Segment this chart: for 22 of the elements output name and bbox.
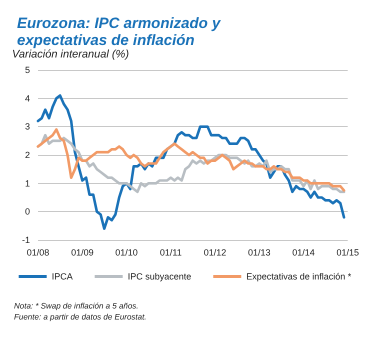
x-tick-label: 01/12 [204,248,226,258]
y-tick-label: 5 [24,65,30,75]
x-tick-label: 01/13 [248,248,271,258]
legend-label: Expectativas de inflación * [246,272,352,282]
y-tick-label: 2 [24,150,30,160]
x-tick-label: 01/10 [115,248,138,258]
y-tick-label: 1 [24,178,30,188]
chart-title: Eurozona: IPC armonizado y expectativas de inflación [17,15,225,49]
y-tick-label: 3 [24,122,30,132]
y-tick-label: 4 [24,93,30,104]
x-tick-label: 01/15 [336,248,360,258]
source-note: Fuente: a partir de datos de Eurostat. [14,312,147,322]
x-tick-label: 01/11 [160,248,182,258]
y-tick-label: 0 [24,206,30,217]
x-tick-label: 01/14 [292,248,315,258]
legend-label: IPC subyacente [128,272,192,282]
x-tick-label: 01/08 [26,248,50,258]
legend-label: IPCA [52,272,73,282]
text: Nota: * Swap de inflación a 5 años. [14,302,139,310]
x-tick-label: 01/09 [71,248,94,258]
y-axis-title: Variación interanual (%) [12,48,130,60]
y-tick-label: -1 [22,235,30,245]
